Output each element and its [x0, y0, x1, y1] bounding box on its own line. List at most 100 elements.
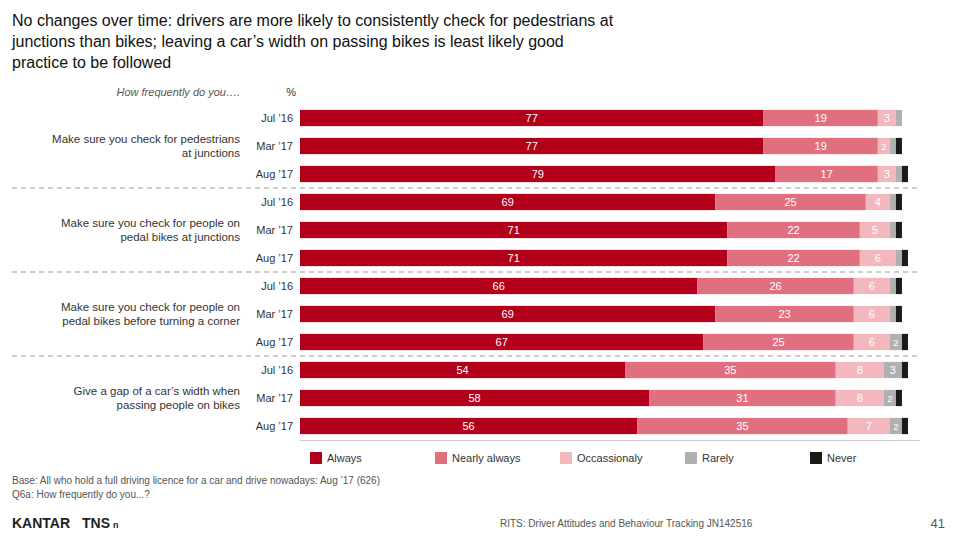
data-label: 2 — [887, 393, 892, 404]
bar-segment — [890, 222, 896, 238]
category-label: Jul ’16 — [261, 280, 293, 292]
data-label: 25 — [772, 336, 784, 348]
group-label-line: pedal bikes at junctions — [120, 231, 240, 243]
data-label: 22 — [787, 252, 799, 264]
x-axis-line — [300, 440, 920, 441]
data-label: 3 — [884, 112, 890, 124]
logo-text: KANTAR — [12, 515, 70, 531]
bar-segment — [902, 250, 908, 266]
group-label-line: pedal bikes before turning a corner — [62, 315, 240, 327]
legend-label: Never — [827, 452, 857, 464]
data-label: 6 — [869, 308, 875, 320]
bar-segment — [625, 362, 836, 378]
legend-swatch — [435, 452, 447, 464]
data-label: 69 — [502, 196, 514, 208]
bar-segment — [890, 278, 896, 294]
group-label: Give a gap of a car’s width whenpassing … — [74, 385, 241, 411]
data-label: 77 — [526, 140, 538, 152]
bar-segment — [890, 418, 902, 434]
bar-segment — [300, 362, 625, 378]
data-label: 71 — [508, 224, 520, 236]
category-label: Mar ’17 — [256, 392, 293, 404]
bar-segment — [854, 306, 890, 322]
bar-segment — [300, 138, 763, 154]
bar-segment — [300, 250, 727, 266]
bar-segment — [300, 334, 703, 350]
legend-label: Occassionaly — [577, 452, 643, 464]
group-label-line: Make sure you check for people on — [61, 217, 240, 229]
bar-segment — [902, 166, 908, 182]
bar-segment — [896, 306, 902, 322]
title-line: No changes over time: drivers are more l… — [12, 12, 614, 29]
group-label: Make sure you check for people on pedal b… — [61, 217, 240, 243]
group-label-line: Make sure you check for people on — [61, 301, 240, 313]
data-label: 35 — [724, 364, 736, 376]
bar-segment — [697, 278, 854, 294]
data-label: 79 — [532, 168, 544, 180]
category-label: Aug ’17 — [256, 336, 293, 348]
bar-segment — [854, 334, 890, 350]
bar-segment — [878, 138, 890, 154]
bar-segment — [860, 222, 890, 238]
bar-segment — [896, 250, 902, 266]
legend-label: Always — [327, 452, 362, 464]
data-label: 35 — [736, 420, 748, 432]
data-label: 8 — [857, 364, 863, 376]
data-label: 3 — [890, 364, 896, 376]
bar-segment — [703, 334, 853, 350]
bar-segment — [763, 138, 877, 154]
bar-segment — [901, 110, 902, 126]
category-label: Jul ’16 — [261, 196, 293, 208]
bar-segment — [854, 278, 890, 294]
bar-segment — [878, 110, 896, 126]
data-label: 8 — [857, 392, 863, 404]
data-label: 22 — [787, 224, 799, 236]
group-label-line: at junctions — [182, 147, 240, 159]
bar-segment — [300, 278, 697, 294]
data-label: 2 — [893, 421, 898, 432]
page: {"chart_data": { "type": "bar", "orienta… — [0, 0, 960, 540]
category-label: Jul ’16 — [261, 112, 293, 124]
legend-label: Rarely — [702, 452, 734, 464]
data-label: 71 — [508, 252, 520, 264]
legend: Always Nearly always Occassionaly Rarely Nev… — [310, 452, 857, 464]
group-separator — [12, 272, 920, 273]
data-label: 17 — [821, 168, 833, 180]
bar-segment — [300, 194, 715, 210]
data-label: 25 — [784, 196, 796, 208]
bar-segment — [715, 194, 865, 210]
title-line: practice to be followed — [12, 54, 171, 71]
data-label: 19 — [815, 112, 827, 124]
bar-segment — [727, 222, 859, 238]
bar-segment — [763, 110, 877, 126]
data-label: 3 — [884, 168, 890, 180]
group-separator — [12, 356, 920, 357]
group-separator — [12, 188, 920, 189]
category-label: Jul ’16 — [261, 364, 293, 376]
bar-segment — [848, 418, 890, 434]
data-label: 58 — [468, 392, 480, 404]
legend-label: Nearly always — [452, 452, 521, 464]
page-number: 41 — [931, 516, 945, 531]
group-label: Make sure you check for pedestriansat ju… — [52, 133, 240, 159]
bar-segment — [836, 362, 884, 378]
footer-text: RITS: Driver Attitudes and Behaviour Tra… — [500, 518, 753, 529]
category-label: Aug ’17 — [256, 420, 293, 432]
group-label: Make sure you check for people on pedal b… — [61, 301, 240, 327]
logo-text: TNS — [82, 515, 110, 531]
category-label: Aug ’17 — [256, 252, 293, 264]
category-label: Mar ’17 — [256, 140, 293, 152]
bar-segment — [890, 306, 896, 322]
bar-segment — [300, 166, 776, 182]
bar-segment — [300, 222, 727, 238]
data-label: 66 — [493, 280, 505, 292]
bar-segment — [715, 306, 853, 322]
bar-segment — [860, 250, 896, 266]
category-label: Aug ’17 — [256, 168, 293, 180]
data-label: 77 — [526, 112, 538, 124]
group-label-line: passing people on bikes — [117, 399, 241, 411]
bar-segment — [884, 362, 902, 378]
bar-segment — [890, 334, 902, 350]
data-label: 7 — [866, 420, 872, 432]
legend-swatch — [810, 452, 822, 464]
